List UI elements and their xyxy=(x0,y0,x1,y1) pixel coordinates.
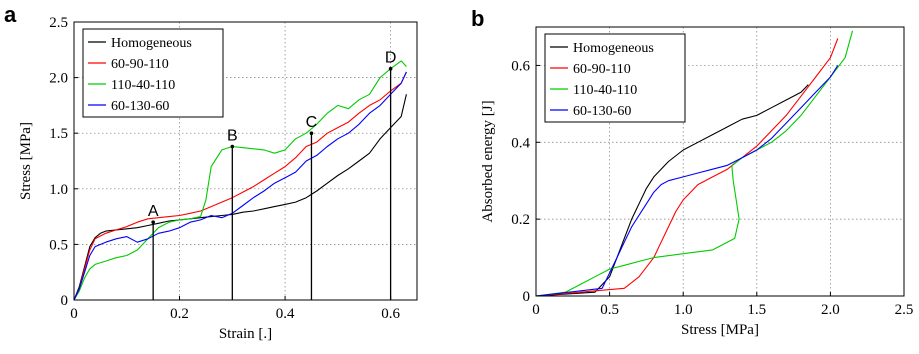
a-legend-entry: 110-40-110 xyxy=(111,78,175,93)
b-series-line-1 xyxy=(535,38,839,297)
b-legend-entry: 60-130-60 xyxy=(573,104,631,119)
b-legend-entry: 110-40-110 xyxy=(573,83,637,98)
b-xtick-label: 0.5 xyxy=(600,302,619,318)
a-y-axis-label: Stress [MPa] xyxy=(18,122,34,200)
a-annotation-dot-2 xyxy=(309,131,314,135)
b-ytick-label: 0 xyxy=(523,289,531,305)
a-annotation-dot-1 xyxy=(230,144,235,149)
a-series-line-2 xyxy=(73,60,407,301)
b-xtick-label: 1.0 xyxy=(674,302,693,318)
a-ytick-label: 0 xyxy=(61,293,69,309)
stress-strain-chart: 0 0.2 0.4 0.6 0 0.5 1.0 1.5 2.0 2.5 A B C D Strain [.]… xyxy=(18,15,418,342)
a-plot-frame xyxy=(73,21,418,301)
a-x-axis-label: Strain [.] xyxy=(219,326,272,342)
a-xtick-label: 0.4 xyxy=(276,306,295,322)
a-ytick-label: 2.5 xyxy=(49,15,68,31)
b-series-line-3 xyxy=(535,65,839,297)
panel-a-letter: a xyxy=(4,2,17,27)
b-xtick-label: 1.5 xyxy=(747,302,766,318)
a-annotation-label: D xyxy=(385,50,397,67)
a-annotation-label: B xyxy=(227,128,238,145)
a-ytick-label: 0.5 xyxy=(49,237,68,253)
a-annotation-dot-0 xyxy=(151,220,155,224)
b-x-axis-label: Stress [MPa] xyxy=(681,322,759,338)
a-series-line-0 xyxy=(73,94,407,301)
a-legend-entry: 60-90-110 xyxy=(111,57,169,72)
b-legend-box xyxy=(544,33,686,123)
b-xtick-label: 2.0 xyxy=(821,302,840,318)
a-annotation-dot-3 xyxy=(388,66,393,71)
a-legend-entry: 60-130-60 xyxy=(111,99,169,114)
a-legend-entry: Homogeneous xyxy=(111,36,192,51)
a-xtick-label: 0.2 xyxy=(170,306,189,322)
b-plot-frame xyxy=(535,26,905,297)
a-xtick-label: 0.6 xyxy=(381,306,400,322)
b-ytick-label: 0.4 xyxy=(511,135,530,151)
a-xtick-label: 0 xyxy=(70,306,78,322)
b-legend-entry: 60-90-110 xyxy=(573,62,631,77)
a-annotation-label: A xyxy=(148,203,159,220)
energy-stress-chart: 0 0.5 1.0 1.5 2.0 2.5 0 0.2 0.4 0.6 Stress [MPa] Ab… xyxy=(480,26,914,338)
a-ytick-label: 1.0 xyxy=(49,182,68,198)
panel-b-letter: b xyxy=(471,6,484,31)
b-series-line-2 xyxy=(535,30,854,297)
a-annotation-label: C xyxy=(306,114,318,131)
a-ytick-label: 2.0 xyxy=(49,71,68,87)
b-y-axis-label: Absorbed energy [J] xyxy=(480,100,496,222)
b-xtick-label: 2.5 xyxy=(895,302,914,318)
b-ytick-label: 0.2 xyxy=(511,212,530,228)
a-legend-box xyxy=(82,28,224,118)
b-legend-entry: Homogeneous xyxy=(573,41,654,56)
b-ytick-label: 0.6 xyxy=(511,58,530,74)
b-xtick-label: 0 xyxy=(532,302,540,318)
a-ytick-label: 1.5 xyxy=(49,126,68,142)
